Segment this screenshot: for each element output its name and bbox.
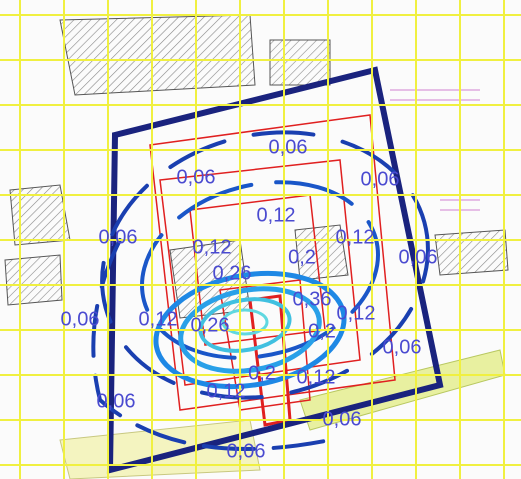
contour-labels: 0,06 0,06 0,06 0,12 0,06 0,12 0,06 0,12 … xyxy=(61,136,438,462)
contour-label: 0,06 xyxy=(323,408,362,430)
contour-label: 0,06 xyxy=(361,168,400,190)
contour-label: 0,36 xyxy=(293,288,332,310)
contour-label: 0,06 xyxy=(97,390,136,412)
contour-label: 0,12 xyxy=(139,308,178,330)
contour-label: 0,26 xyxy=(213,262,252,284)
contour-label: 0,12 xyxy=(193,236,232,258)
contour-label: 0,12 xyxy=(207,380,246,402)
contour-label: 0,06 xyxy=(269,136,308,158)
contour-lines xyxy=(91,130,430,451)
contour-label: 0,2 xyxy=(248,362,276,384)
contour-label: 0,12 xyxy=(336,226,375,248)
contour-label: 0,06 xyxy=(99,226,138,248)
contour-label: 0,2 xyxy=(308,320,336,342)
contour-label: 0,06 xyxy=(61,308,100,330)
site-boundary xyxy=(106,66,444,474)
contour-label: 0,06 xyxy=(177,166,216,188)
contour-label: 0,12 xyxy=(297,366,336,388)
contour-label: 0,06 xyxy=(399,246,438,268)
contour-label: 0,12 xyxy=(337,302,376,324)
contour-label: 0,12 xyxy=(257,204,296,226)
contour-label: 0,06 xyxy=(383,336,422,358)
contour-label: 0,26 xyxy=(191,314,230,336)
contour-label: 0,2 xyxy=(288,246,316,268)
contour-label: 0,06 xyxy=(227,440,266,462)
